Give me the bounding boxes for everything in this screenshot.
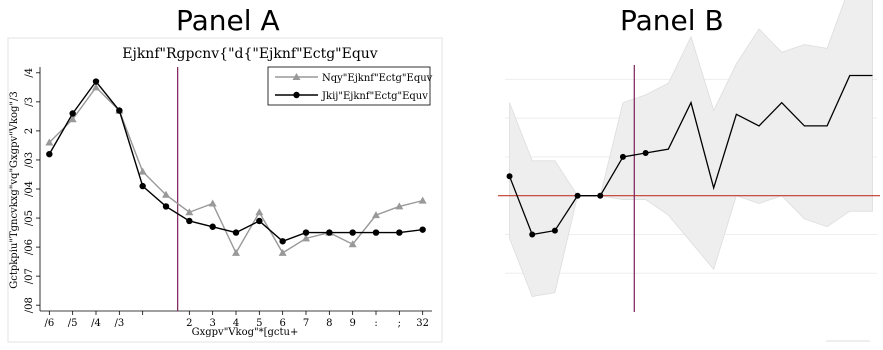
panel-a-ytick-label: /07	[24, 268, 35, 284]
panel-a-xtick-label: 5	[256, 318, 262, 329]
panel-a-point-circle	[302, 229, 310, 236]
panel-a-xlabel: Gxgpv"Vkog"*[gctu+	[192, 327, 299, 338]
panel-a-ytick-label: /06	[24, 239, 35, 255]
panel-a-point-circle	[232, 229, 240, 236]
panel-a-point-triangle	[232, 248, 240, 256]
panel-b-point	[506, 173, 513, 180]
panel-a-ytick-label: /05	[24, 210, 35, 226]
panel-a-plot: /08/07/06/05/04/03 2/3/4/6/5/4/3 2 3 4 5 6 7 8 9:…	[24, 67, 432, 329]
panel-a-xtick-label: 7	[303, 318, 309, 329]
panel-b-point	[574, 192, 581, 199]
panel-a-ytick-label: /08	[24, 297, 35, 313]
panel-a-point-triangle	[372, 211, 380, 219]
panel-a-xtick-label: :	[374, 318, 377, 329]
panel-a-xtick-label: 8	[326, 318, 332, 329]
panel-b-point	[529, 231, 536, 238]
legend-marker-low	[292, 73, 301, 80]
panel-a-point-triangle	[92, 83, 100, 91]
panel-a-ytick-label: /4	[24, 68, 35, 78]
panel-a-xtick-label: 3	[209, 318, 215, 329]
panel-a-inner-title: Ejknf"Rgpcnv{"d{"Ejknf"Ectg"Equv	[122, 46, 378, 62]
panel-a-ytick-label: /04	[24, 181, 35, 197]
panel-a-point-triangle	[418, 196, 427, 204]
panel-b-title: Panel B	[620, 4, 724, 37]
panel-a-xtick-label: 4	[233, 318, 239, 329]
panel-a-xtick-label: ;	[398, 318, 401, 329]
panel-a-point-triangle	[68, 115, 77, 123]
panel-a-point-triangle	[45, 138, 54, 146]
panel-a-point-circle	[69, 110, 76, 117]
panel-a-point-circle	[326, 229, 333, 236]
panel-a-point-triangle	[278, 248, 287, 256]
legend-marker-high	[293, 91, 300, 99]
panel-a-point-triangle	[138, 167, 147, 175]
panel-a-point-circle	[46, 150, 53, 158]
panel-a-point-triangle	[255, 208, 264, 216]
panel-a-point-circle	[92, 78, 100, 85]
panel-a-point-triangle	[302, 234, 310, 242]
panel-a-xtick-label: 6	[279, 318, 285, 329]
panel-a-xtick-label: 2	[186, 318, 192, 329]
panel-a-point-triangle	[162, 190, 170, 198]
panel-a-point-circle	[139, 182, 146, 190]
panel-a-xtick-label: /3	[114, 318, 124, 329]
panel-a-point-circle	[419, 226, 426, 233]
panel-a-frame	[7, 37, 443, 343]
panel-a-xtick-label: /4	[91, 318, 101, 329]
panel-a-legend: Nqy"Ejknf"Ectg"Equv Jkij"Ejknf"Ectg"Equv	[267, 66, 433, 106]
panel-a-series-line-1	[48, 80, 423, 243]
panel-a-series-line-0	[48, 86, 423, 255]
panel-a-ylabel: Gctpkpiu"Tgncvkxg"vq"Gxgpv"Vkog"/3	[9, 91, 20, 289]
panel-b-point	[597, 192, 604, 199]
panel-a-point-circle	[396, 229, 403, 236]
panel-b-point	[642, 150, 649, 157]
panel-a-title: Panel A	[176, 4, 280, 37]
panel-a-xtick-label: 32	[416, 318, 429, 329]
panel-a-xtick-label: /6	[44, 318, 54, 329]
legend-label-high: Jkij"Ejknf"Ectg"Equv	[321, 91, 428, 102]
panel-a-point-circle	[349, 229, 356, 236]
panel-a-point-circle	[116, 107, 123, 114]
panel-a-ytick-label: 2	[24, 128, 35, 134]
panel-a-point-triangle	[185, 208, 194, 216]
panel-b-plot	[498, 0, 880, 312]
panel-b-confidence-band	[509, 0, 873, 297]
panel-b-point	[619, 153, 626, 160]
panel-a-point-circle	[186, 217, 193, 225]
panel-a-ytick-label: /03	[24, 152, 35, 168]
panel-a-ytick-label: /3	[24, 97, 35, 107]
panel-b-series-line	[508, 74, 873, 236]
panel-a-xtick-label: /5	[68, 318, 78, 329]
panel-a-point-triangle	[208, 199, 217, 207]
panel-a-point-circle	[209, 223, 216, 230]
legend-box	[267, 66, 431, 106]
panel-b-point	[551, 227, 558, 234]
legend-label-low: Nqy"Ejknf"Ectg"Equv	[322, 73, 433, 84]
panel-a-point-circle	[279, 238, 286, 245]
panel-a-point-triangle	[348, 240, 357, 248]
panel-a-point-circle	[256, 217, 263, 225]
panel-a-point-circle	[162, 203, 170, 210]
panel-a-point-circle	[372, 229, 380, 236]
panel-a-xtick-label: 9	[349, 318, 355, 329]
panel-a-point-triangle	[395, 202, 404, 210]
